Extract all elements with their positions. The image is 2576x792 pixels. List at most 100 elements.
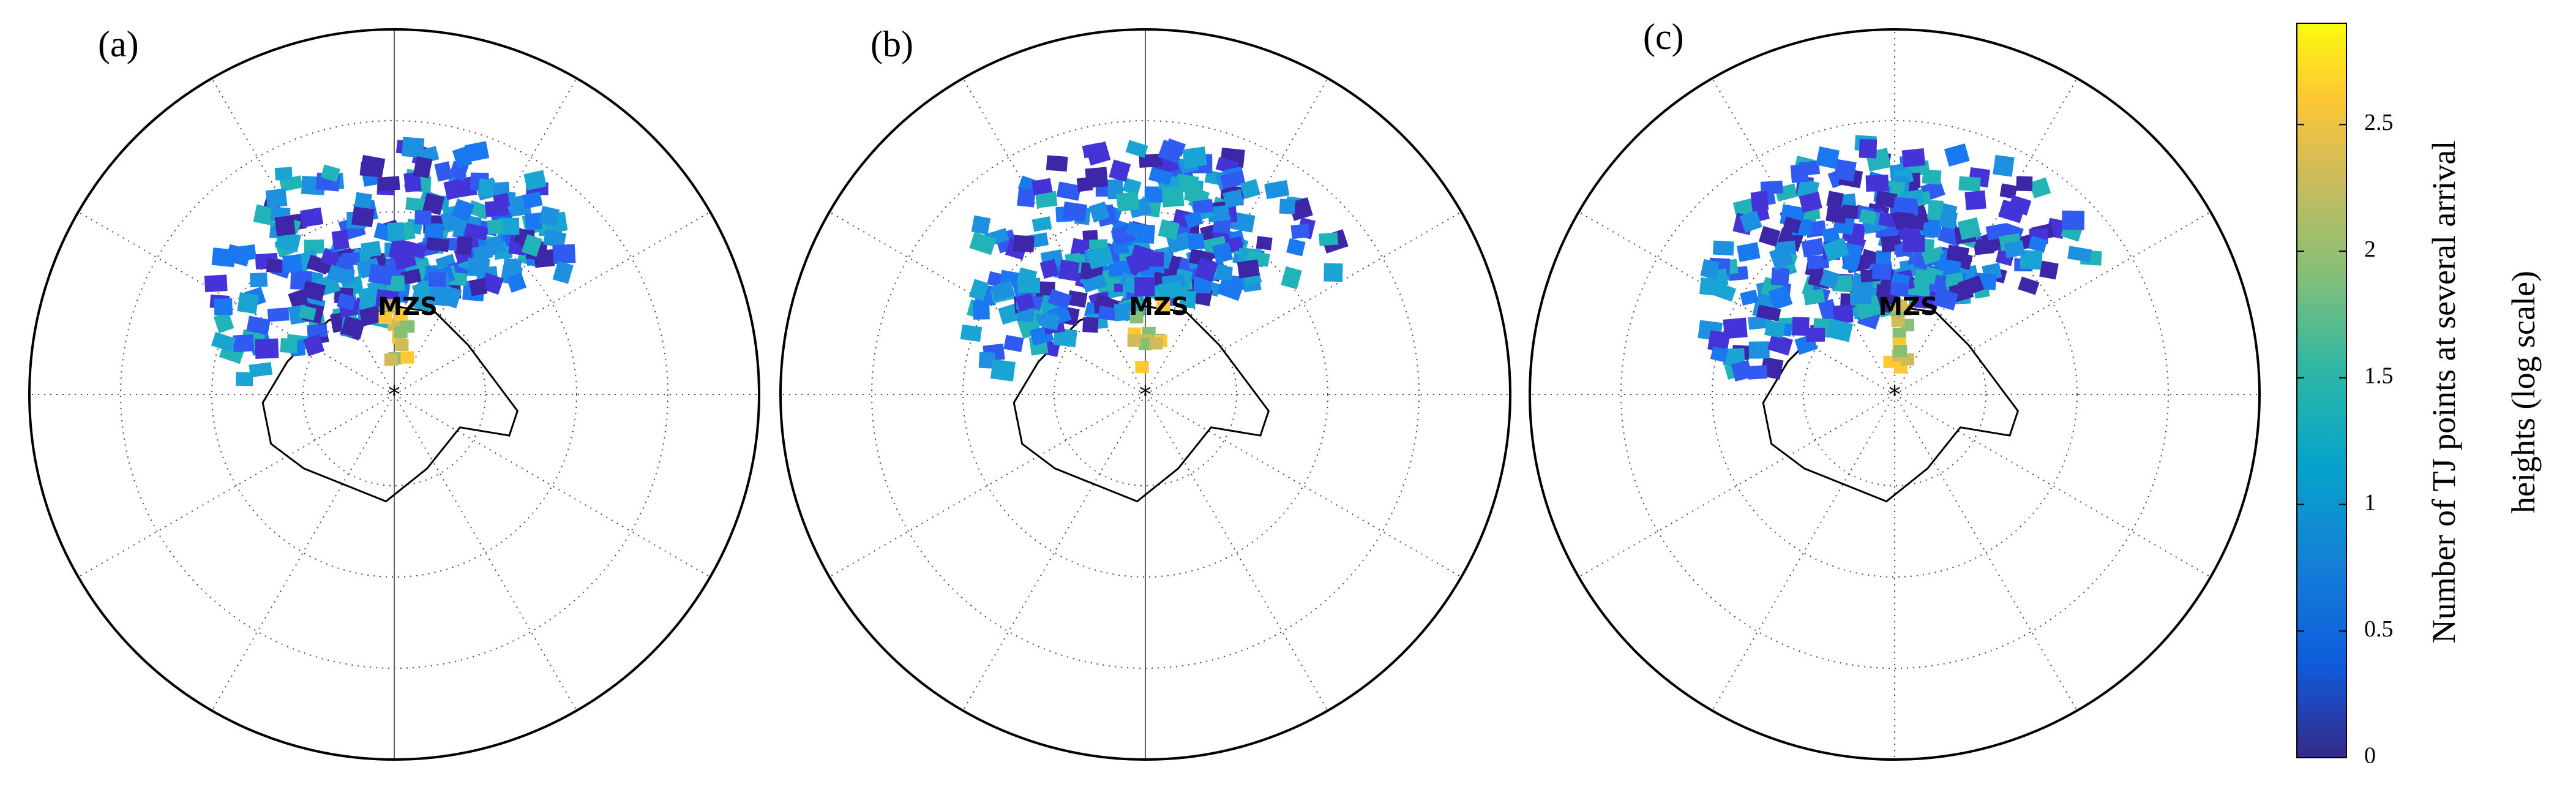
heat-cell bbox=[361, 241, 382, 258]
heat-cell bbox=[1319, 232, 1339, 246]
heat-cell bbox=[999, 270, 1019, 287]
heat-cell bbox=[395, 339, 409, 352]
heat-cell bbox=[960, 324, 983, 342]
heat-cell bbox=[1748, 341, 1770, 359]
heat-cell bbox=[1816, 146, 1840, 169]
heat-cell bbox=[469, 277, 488, 296]
heat-cell bbox=[1136, 224, 1156, 244]
heat-cell bbox=[393, 250, 417, 271]
heat-cell bbox=[1958, 275, 1985, 297]
heat-cell bbox=[274, 167, 293, 181]
heat-cell bbox=[1003, 334, 1024, 352]
heat-cell bbox=[1833, 304, 1854, 323]
heat-cell bbox=[1993, 154, 2015, 177]
heat-cell bbox=[1082, 274, 1107, 293]
heat-cell bbox=[1891, 314, 1905, 327]
graticule bbox=[1145, 394, 1462, 578]
heat-cell bbox=[2062, 210, 2085, 230]
heat-cell bbox=[1805, 327, 1825, 342]
map-panel: * MZS (a) bbox=[28, 24, 760, 761]
heat-cell bbox=[1139, 153, 1163, 168]
map-border bbox=[28, 28, 760, 761]
heat-cell bbox=[2039, 260, 2059, 280]
heat-cell bbox=[1770, 267, 1790, 286]
heat-cell bbox=[1156, 299, 1170, 312]
heat-cell bbox=[1220, 171, 1246, 189]
heat-cell bbox=[267, 307, 290, 322]
heat-cell bbox=[1826, 190, 1844, 209]
heat-cell bbox=[266, 258, 283, 273]
heat-cell bbox=[1944, 143, 1970, 167]
heat-cell bbox=[1933, 288, 1958, 311]
heat-cell bbox=[1756, 304, 1781, 322]
heat-cell bbox=[1122, 178, 1142, 195]
colorbar-label: Number of TJ points at several arrival bbox=[2425, 141, 2462, 644]
heat-cell bbox=[467, 257, 490, 277]
colorbar-ticks: 0 0.5 1 1.5 2 2.5 bbox=[2297, 110, 2394, 769]
heat-cell bbox=[320, 249, 340, 267]
heat-cell bbox=[2020, 250, 2043, 270]
heat-cell bbox=[1161, 186, 1185, 208]
heat-cell bbox=[1158, 219, 1180, 240]
heat-cell bbox=[1240, 179, 1260, 199]
heat-cell bbox=[2029, 177, 2051, 199]
heat-cell bbox=[1859, 138, 1878, 159]
graticule bbox=[962, 211, 1328, 578]
heat-cell bbox=[1710, 346, 1728, 363]
heat-cell bbox=[1184, 211, 1204, 228]
heat-cell bbox=[973, 301, 990, 320]
panel-label: (b) bbox=[871, 24, 913, 64]
heat-cell bbox=[1890, 282, 1909, 298]
heat-cell bbox=[282, 254, 303, 274]
heat-cell bbox=[1958, 176, 1981, 192]
heat-cell bbox=[1825, 205, 1848, 224]
heat-cell bbox=[1017, 187, 1036, 208]
heat-cell bbox=[452, 146, 473, 169]
heat-cell bbox=[1699, 277, 1720, 296]
heat-cell bbox=[1841, 205, 1859, 219]
heat-cell bbox=[2004, 240, 2026, 258]
heat-cell bbox=[351, 206, 375, 227]
heat-cell bbox=[303, 334, 325, 356]
heat-cell bbox=[1893, 197, 1918, 214]
heat-cell bbox=[1768, 285, 1793, 311]
heat-cell bbox=[1053, 328, 1077, 347]
heat-cell bbox=[1082, 142, 1103, 159]
heat-cell bbox=[1212, 242, 1234, 264]
heat-cell bbox=[1237, 259, 1260, 279]
heat-cell bbox=[1193, 276, 1211, 294]
heat-cell bbox=[434, 161, 453, 182]
heat-cell bbox=[1927, 200, 1944, 221]
heat-cell bbox=[337, 293, 356, 311]
heat-cell bbox=[1893, 299, 1908, 312]
tick-label: 0.5 bbox=[2364, 616, 2394, 642]
graticule bbox=[1894, 394, 2211, 578]
heat-cell bbox=[1964, 190, 1986, 211]
heat-cell bbox=[1764, 320, 1786, 339]
heat-cell bbox=[990, 359, 1016, 382]
heat-cell bbox=[477, 178, 495, 198]
heat-cell bbox=[969, 232, 997, 255]
heat-cell bbox=[1747, 365, 1768, 380]
heat-cell bbox=[1851, 284, 1872, 305]
graticule bbox=[120, 120, 668, 669]
heat-cell bbox=[213, 312, 234, 334]
graticule bbox=[394, 394, 711, 578]
tick-label: 1 bbox=[2364, 489, 2376, 515]
heat-cell bbox=[1134, 277, 1155, 296]
heat-cell bbox=[403, 172, 422, 193]
heat-cell bbox=[211, 331, 236, 352]
heat-cell bbox=[235, 372, 253, 387]
map-panel: * MZS (b) bbox=[779, 24, 1511, 761]
heat-cell bbox=[377, 176, 400, 192]
heat-cell bbox=[1803, 289, 1825, 306]
heat-cell bbox=[1036, 281, 1055, 298]
heat-cell bbox=[1833, 159, 1857, 182]
heat-cell bbox=[394, 326, 408, 339]
graticule bbox=[871, 120, 1420, 669]
station-label: MZS bbox=[1878, 293, 1938, 321]
heat-cell bbox=[1125, 251, 1150, 275]
heat-cell bbox=[211, 247, 236, 268]
heat-cell bbox=[1041, 312, 1060, 331]
